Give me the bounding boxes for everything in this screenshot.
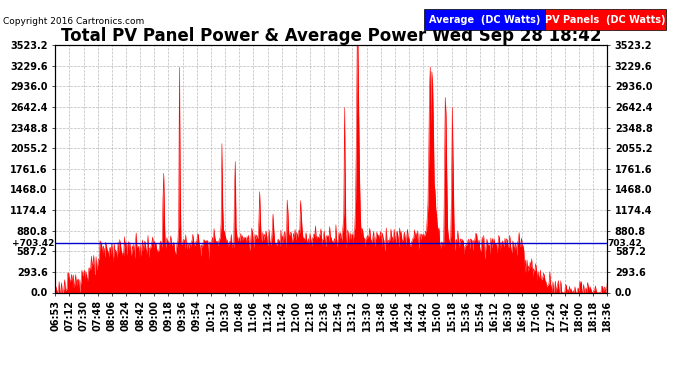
Title: Total PV Panel Power & Average Power Wed Sep 28 18:42: Total PV Panel Power & Average Power Wed… (61, 27, 602, 45)
Text: 703.42: 703.42 (608, 238, 642, 248)
Text: +703.42: +703.42 (12, 238, 55, 248)
Text: Copyright 2016 Cartronics.com: Copyright 2016 Cartronics.com (3, 17, 145, 26)
Text: PV Panels  (DC Watts): PV Panels (DC Watts) (545, 15, 666, 25)
Text: Average  (DC Watts): Average (DC Watts) (429, 15, 540, 25)
